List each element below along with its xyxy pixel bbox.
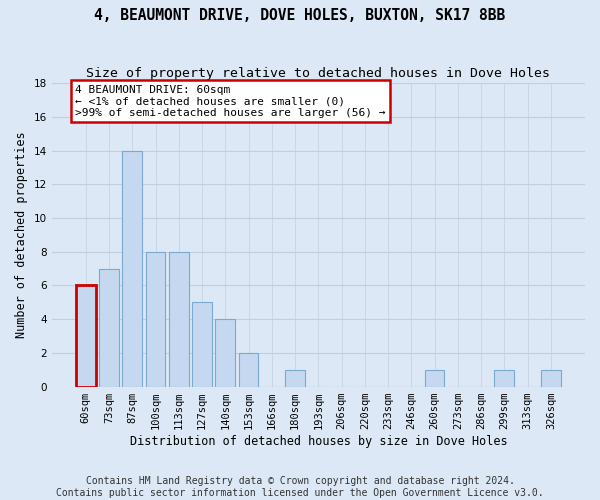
Bar (192, 302, 212, 386)
Title: Size of property relative to detached houses in Dove Holes: Size of property relative to detached ho… (86, 68, 550, 80)
Y-axis label: Number of detached properties: Number of detached properties (15, 132, 28, 338)
Bar (169, 252, 188, 386)
Text: Contains HM Land Registry data © Crown copyright and database right 2024.
Contai: Contains HM Land Registry data © Crown c… (56, 476, 544, 498)
Bar (494, 370, 514, 386)
Bar (215, 319, 235, 386)
Bar (99, 268, 119, 386)
Text: 4, BEAUMONT DRIVE, DOVE HOLES, BUXTON, SK17 8BB: 4, BEAUMONT DRIVE, DOVE HOLES, BUXTON, S… (94, 8, 506, 22)
Bar (541, 370, 561, 386)
Bar (425, 370, 445, 386)
Bar (76, 286, 95, 386)
Bar (285, 370, 305, 386)
Text: 4 BEAUMONT DRIVE: 60sqm
← <1% of detached houses are smaller (0)
>99% of semi-de: 4 BEAUMONT DRIVE: 60sqm ← <1% of detache… (76, 84, 386, 118)
Bar (239, 353, 259, 386)
Bar (122, 150, 142, 386)
Bar (146, 252, 166, 386)
X-axis label: Distribution of detached houses by size in Dove Holes: Distribution of detached houses by size … (130, 434, 507, 448)
